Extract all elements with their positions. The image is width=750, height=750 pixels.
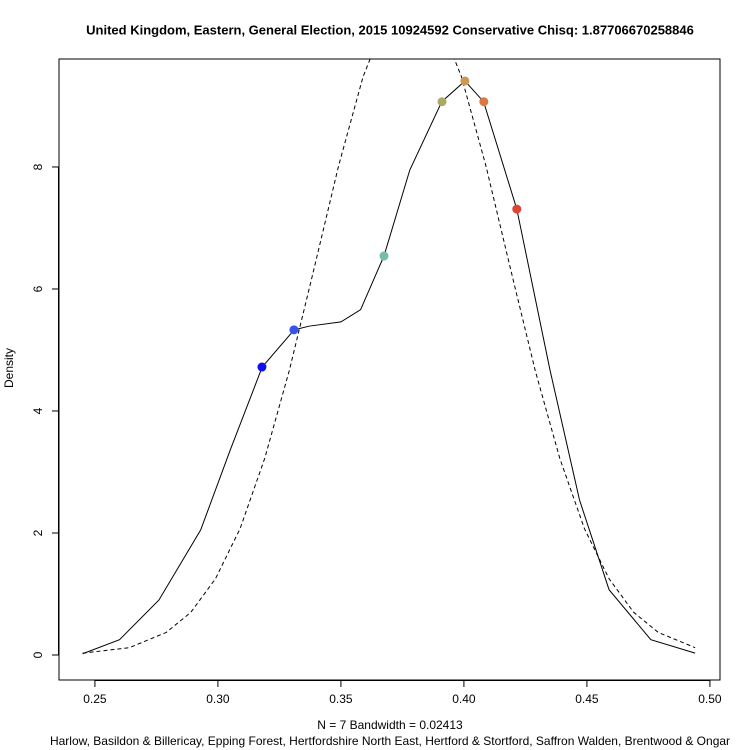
chart-title: United Kingdom, Eastern, General Electio… <box>86 22 694 37</box>
x-tick-label: 0.50 <box>698 692 722 706</box>
data-point <box>257 362 267 372</box>
data-point <box>512 204 522 214</box>
y-tick-label: 6 <box>31 285 45 292</box>
reference-curve <box>82 59 696 654</box>
y-tick-label: 2 <box>31 529 45 536</box>
x-tick-label: 0.30 <box>206 692 230 706</box>
y-axis-label: Density <box>2 348 16 388</box>
x-tick-label: 0.45 <box>575 692 599 706</box>
data-point <box>437 97 447 107</box>
x-tick-label: 0.40 <box>452 692 476 706</box>
data-point <box>479 97 489 107</box>
y-tick-label: 8 <box>31 163 45 170</box>
data-point <box>379 251 389 261</box>
x-tick-label: 0.25 <box>83 692 107 706</box>
subtitle: Harlow, Basildon & Billericay, Epping Fo… <box>50 734 730 748</box>
plot-area <box>82 59 696 655</box>
data-point <box>460 76 470 86</box>
x-axis-label: N = 7 Bandwidth = 0.02413 <box>317 718 463 732</box>
y-tick-label: 4 <box>31 407 45 414</box>
y-tick-label: 0 <box>31 651 45 658</box>
plot-frame <box>58 58 721 681</box>
x-tick-label: 0.35 <box>329 692 353 706</box>
data-point <box>289 325 299 335</box>
